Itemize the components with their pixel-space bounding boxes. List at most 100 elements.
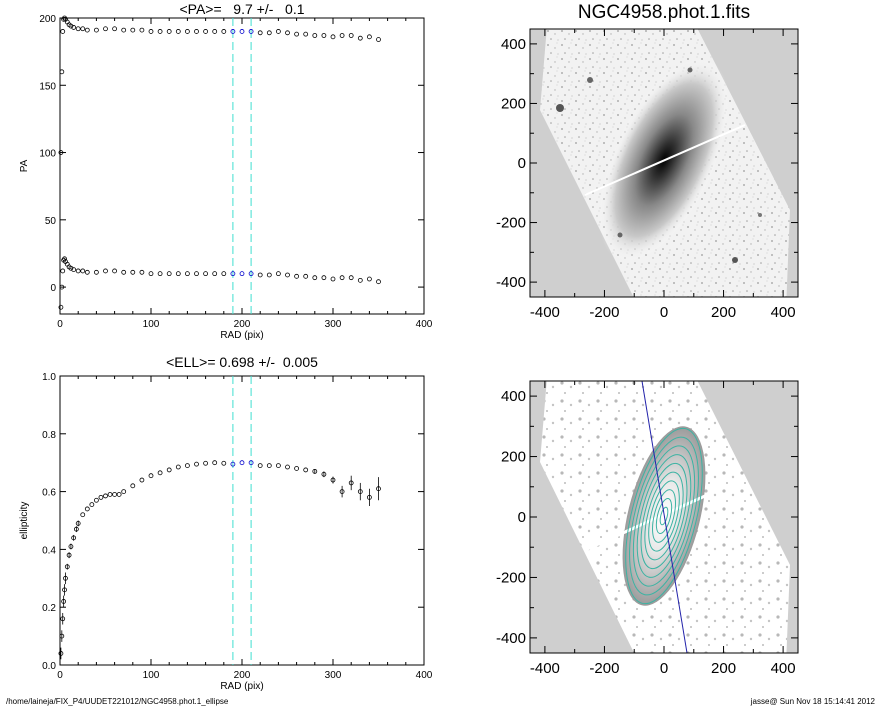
x-tick-label: 200 bbox=[711, 660, 736, 677]
image-axes-1: -400 -200 0 200 400 -400 -200 0 200 400 bbox=[496, 380, 799, 677]
data-point bbox=[64, 564, 70, 570]
data-point bbox=[71, 25, 77, 30]
y-tick-label: 1.0 bbox=[42, 372, 56, 383]
data-point bbox=[59, 633, 65, 639]
x-tick-label: 400 bbox=[771, 304, 796, 321]
data-point bbox=[339, 275, 345, 281]
data-point bbox=[62, 256, 67, 262]
x-tick-label: 200 bbox=[234, 319, 251, 330]
data-point bbox=[66, 552, 72, 558]
data-point bbox=[357, 277, 363, 283]
data-point bbox=[130, 269, 136, 275]
data-point bbox=[248, 29, 254, 34]
data-series-0 bbox=[58, 256, 381, 310]
data-point bbox=[330, 276, 336, 282]
y-tick-label: 50 bbox=[45, 216, 57, 227]
fits-image-panel bbox=[530, 29, 798, 297]
data-point bbox=[61, 599, 67, 604]
data-point bbox=[257, 463, 263, 468]
x-tick-label: 100 bbox=[143, 670, 160, 681]
y-axis-label: ellipticity bbox=[19, 502, 30, 540]
y-tick-label: 100 bbox=[39, 149, 56, 160]
data-point bbox=[107, 492, 113, 497]
data-point bbox=[148, 271, 154, 277]
data-point bbox=[89, 502, 95, 508]
data-point bbox=[73, 526, 79, 532]
bleed-trail bbox=[584, 124, 746, 196]
data-point bbox=[357, 35, 363, 41]
x-tick-label: 100 bbox=[143, 319, 160, 330]
y-axis-label: PA bbox=[19, 159, 30, 172]
isophote-contours bbox=[625, 427, 703, 605]
star bbox=[587, 77, 593, 83]
isophote-ellipse bbox=[644, 471, 684, 561]
data-point bbox=[239, 271, 245, 277]
data-point bbox=[203, 460, 209, 466]
data-point bbox=[157, 29, 163, 34]
data-point bbox=[348, 480, 354, 486]
data-point bbox=[376, 486, 381, 492]
residual-image-panel bbox=[530, 381, 798, 653]
star bbox=[617, 232, 623, 238]
data-point bbox=[84, 27, 90, 33]
y-tick-label: 400 bbox=[501, 36, 526, 53]
data-point bbox=[58, 304, 64, 310]
data-point bbox=[303, 273, 309, 279]
data-point bbox=[248, 271, 254, 277]
data-point bbox=[130, 483, 136, 489]
data-point bbox=[266, 463, 272, 468]
isophote-ellipse bbox=[640, 462, 688, 570]
data-point bbox=[330, 34, 336, 40]
data-point bbox=[221, 271, 227, 277]
star bbox=[758, 213, 762, 217]
star bbox=[687, 67, 693, 73]
data-point bbox=[366, 34, 372, 40]
data-point bbox=[75, 268, 81, 274]
data-point bbox=[121, 27, 127, 33]
bleed-trail bbox=[584, 476, 746, 552]
y-tick-label: 400 bbox=[501, 388, 526, 405]
data-point bbox=[166, 271, 172, 277]
x-tick-label: 200 bbox=[234, 670, 251, 681]
plot-frame bbox=[59, 375, 425, 666]
isophote-ellipse bbox=[655, 497, 673, 535]
data-point bbox=[294, 466, 300, 471]
user-date-label: jasse@ Sun Nov 18 15:14:41 2012 bbox=[750, 697, 875, 706]
data-point bbox=[275, 271, 281, 277]
data-point bbox=[348, 33, 354, 38]
data-point bbox=[103, 26, 108, 32]
data-point bbox=[203, 271, 209, 277]
data-point bbox=[275, 29, 281, 34]
data-point bbox=[212, 271, 218, 277]
data-point bbox=[80, 268, 86, 274]
isophote-ellipse bbox=[652, 489, 676, 543]
data-point bbox=[139, 27, 145, 33]
x-tick-label: 400 bbox=[771, 660, 796, 677]
data-point bbox=[230, 29, 236, 34]
data-point bbox=[166, 29, 172, 34]
x-tick-label: 300 bbox=[325, 670, 342, 681]
data-point bbox=[330, 477, 336, 483]
x-tick-label: 200 bbox=[711, 304, 736, 321]
data-point bbox=[71, 535, 77, 541]
data-point bbox=[58, 651, 64, 656]
data-point bbox=[194, 29, 199, 34]
data-point bbox=[303, 31, 309, 37]
data-point bbox=[94, 27, 99, 33]
data-point bbox=[112, 268, 117, 274]
data-point bbox=[285, 30, 290, 36]
data-point bbox=[257, 30, 263, 36]
image-title: NGC4958.phot.1.fits bbox=[577, 2, 751, 23]
data-point bbox=[339, 489, 345, 495]
data-point bbox=[148, 473, 154, 479]
data-point bbox=[194, 461, 199, 467]
y-tick-label: 0.8 bbox=[42, 430, 56, 441]
data-point bbox=[175, 464, 181, 470]
data-point bbox=[285, 272, 290, 278]
y-tick-label: 0.0 bbox=[42, 661, 56, 672]
data-point bbox=[121, 269, 127, 275]
x-tick-label: -400 bbox=[530, 660, 560, 677]
data-point bbox=[230, 461, 236, 467]
